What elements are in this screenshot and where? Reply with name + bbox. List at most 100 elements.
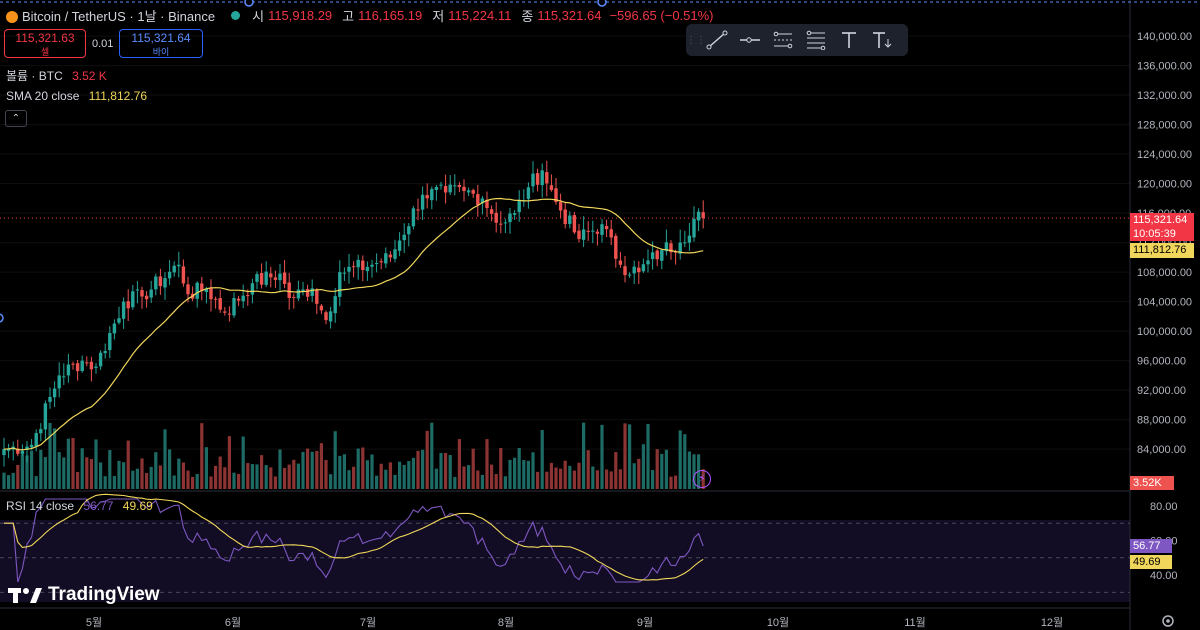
parallel-channel-icon[interactable] [766, 27, 799, 53]
candle-body [264, 271, 268, 285]
volume-bar [471, 448, 475, 489]
volume-bar [568, 465, 572, 489]
candle-body [6, 448, 11, 451]
volume-bar [365, 460, 369, 489]
rsi-tick-label: 40.00 [1150, 570, 1178, 582]
tradingview-wordmark: TradingView [48, 584, 160, 605]
candle-body [614, 235, 618, 259]
candle-body [71, 363, 75, 365]
volume-bar [62, 457, 66, 489]
volume-bar [393, 474, 397, 489]
volume-bar [490, 464, 494, 489]
candle-body [457, 184, 462, 188]
candle-body [186, 284, 190, 295]
volume-bar [402, 464, 406, 489]
trend-line-icon[interactable] [700, 27, 733, 53]
volume-bar [338, 455, 342, 489]
candle-body [637, 267, 641, 273]
volume-bar [209, 476, 213, 489]
volume-bar [131, 470, 135, 489]
volume-bar [388, 462, 392, 489]
volume-legend[interactable]: 볼륨 · BTC 3.52 K [6, 67, 107, 84]
candle-body [503, 222, 508, 224]
volume-bar [586, 450, 590, 489]
sell-label: 셀 [40, 47, 50, 57]
candle-body [333, 296, 337, 314]
drawing-handle-left[interactable] [244, 0, 254, 7]
candle-body [692, 218, 696, 238]
volume-bar [434, 468, 438, 489]
change-value: −596.65 (−0.51%) [609, 8, 714, 23]
tradingview-logo[interactable]: TradingView [8, 584, 160, 606]
volume-bar [292, 459, 296, 489]
candle-body [365, 266, 370, 272]
volume-bar [683, 434, 687, 489]
candle-body [393, 249, 397, 259]
volume-bar [117, 460, 121, 489]
sell-button[interactable]: 115,321.63 셀 [4, 29, 86, 58]
candle-body [485, 199, 489, 208]
candle-body [499, 223, 503, 225]
candlesticks[interactable] [2, 160, 705, 467]
rsi-value-tag: 56.77 [1130, 539, 1172, 553]
symbol-header: Bitcoin / TetherUS · 1날 · Binance 시 115,9… [6, 6, 714, 25]
volume-bar [168, 449, 172, 489]
volume-bar [34, 476, 38, 489]
settings-gear-icon[interactable] [1162, 615, 1174, 627]
price-tick-label: 124,000.00 [1137, 149, 1192, 161]
text-icon[interactable] [832, 27, 865, 53]
low-value: 115,224.11 [448, 8, 512, 23]
volume-bar [145, 473, 149, 489]
horizontal-ray-icon[interactable] [733, 27, 766, 53]
rsi-tick-label: 80.00 [1150, 501, 1178, 513]
volume-bar [177, 458, 181, 489]
candle-body [494, 212, 498, 223]
fib-retracement-icon[interactable] [799, 27, 832, 53]
volume-bar [572, 470, 576, 489]
candle-body [632, 266, 636, 274]
candle-body [554, 188, 558, 203]
time-tick-label: 12월 [1041, 616, 1063, 629]
time-axis[interactable]: 5월 6월 7월 8월 9월 10월 11월 12월 [86, 616, 1063, 629]
drawing-handle-edge[interactable] [0, 313, 4, 323]
candle-body [140, 290, 144, 297]
spread-value: 0.01 [92, 38, 114, 50]
drag-handle-icon[interactable]: ⋮⋮ [686, 34, 706, 46]
volume-bar [356, 448, 360, 489]
candle-body [434, 187, 439, 190]
volume-bar [628, 424, 632, 489]
candle-body [112, 323, 117, 334]
drawing-toolbar[interactable]: ⋮⋮ [686, 24, 908, 56]
symbol-title[interactable]: Bitcoin / TetherUS · 1날 · Binance [22, 9, 216, 24]
volume-bar [411, 457, 415, 489]
lightning-icon[interactable]: ⚡ [693, 470, 711, 488]
volume-bar [310, 451, 314, 489]
volume-bar [99, 462, 103, 489]
candle-body [273, 277, 278, 280]
open-label: 시 [252, 9, 265, 24]
candle-body [540, 170, 544, 186]
candle-body [94, 366, 98, 369]
volume-bar [361, 447, 365, 489]
anchored-text-icon[interactable] [865, 27, 898, 53]
open-value: 115,918.29 [268, 8, 333, 23]
volume-bar [191, 476, 195, 489]
candle-body [356, 259, 360, 268]
candle-body [618, 260, 623, 265]
collapse-legend-button[interactable]: ⌃ [5, 110, 27, 127]
buy-button[interactable]: 115,321.64 바이 [119, 29, 203, 58]
volume-bar [342, 454, 346, 489]
sma-legend[interactable]: SMA 20 close 111,812.76 [6, 89, 147, 103]
candle-body [595, 231, 600, 234]
candle-body [315, 289, 319, 304]
volume-bar [250, 464, 254, 489]
candle-body [223, 311, 227, 313]
volume-bar [623, 423, 627, 489]
drawing-handle-right[interactable] [597, 0, 607, 7]
candle-body [158, 276, 163, 287]
candle-body [227, 313, 232, 315]
volume-bar [494, 474, 498, 489]
volume-bar [485, 439, 489, 489]
rsi-legend[interactable]: RSI 14 close 56.77 49.69 [6, 499, 153, 513]
